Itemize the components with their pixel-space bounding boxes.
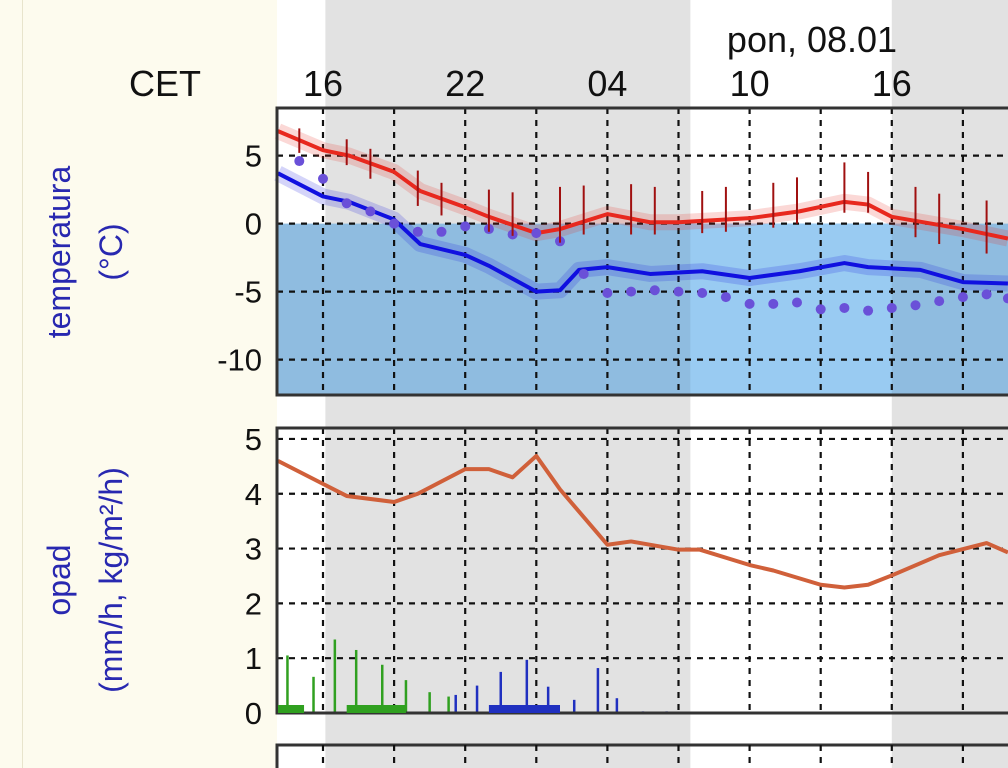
left-border <box>22 0 23 768</box>
dew-point-dot <box>957 292 968 303</box>
y-tick-label: 3 <box>245 532 262 567</box>
dew-point-dot <box>649 285 660 296</box>
dew-point-dot <box>389 218 400 229</box>
dew-point-dot <box>318 173 328 184</box>
precipitation-panel: 5 4 3 2 1 0 <box>245 422 1008 731</box>
y-tick-label: 2 <box>245 586 262 621</box>
below-zero-fill <box>277 223 1008 395</box>
line-line <box>277 453 1008 590</box>
x-tick-label: 16 <box>872 63 912 104</box>
dew-point-dot <box>436 226 447 237</box>
precipitation-axis-title: opad <box>41 544 77 615</box>
precipitation-base-fill <box>488 705 560 713</box>
dew-point-dot <box>768 298 779 309</box>
y-tick-label: 0 <box>245 207 262 242</box>
dew-point-dot <box>578 268 589 279</box>
below-zero-fill-day <box>690 223 892 395</box>
panel-frame <box>275 426 1008 715</box>
timezone-label: CET <box>129 63 201 104</box>
dew-point-dot <box>673 286 684 297</box>
dew-point-dot <box>412 226 423 237</box>
dew-point-dot <box>697 287 708 298</box>
dew-point-dot <box>934 296 945 307</box>
temperature-panel: 5 0 -5 -10 <box>217 106 1008 397</box>
dew-point-dot <box>1002 293 1008 304</box>
y-tick-label: 5 <box>245 422 262 457</box>
y-tick-label: -10 <box>217 343 262 378</box>
y-tick-label: 0 <box>245 696 262 731</box>
dew-point-dot <box>365 206 376 217</box>
temperature-axis-title: temperatura <box>41 166 77 339</box>
y-tick-label: -5 <box>234 275 262 310</box>
temperature-axis-unit: (°C) <box>93 223 129 280</box>
panel-frame <box>275 106 1008 397</box>
dew-point-dot <box>792 297 802 308</box>
dew-point-dot <box>602 287 613 298</box>
dew-point-dot <box>815 304 826 315</box>
panel-frame <box>275 743 1008 768</box>
third-panel <box>275 743 1008 768</box>
precipitation-axis-unit: (mm/h, kg/m²/h) <box>93 467 129 693</box>
dew-point-dot <box>839 302 850 313</box>
dew-point-dot <box>886 302 897 313</box>
y-tick-label: 5 <box>245 139 262 174</box>
dew-point-dot <box>910 300 921 311</box>
precipitation-base-fill <box>277 705 305 713</box>
dew-point-dot <box>720 292 731 303</box>
dew-point-dot <box>863 305 874 316</box>
x-tick-label: 10 <box>730 63 770 104</box>
dew-point-dot <box>626 286 637 297</box>
dew-point-dot <box>981 289 992 300</box>
x-tick-label: 04 <box>587 63 627 104</box>
dew-point-dot <box>341 198 352 209</box>
date-label: pon, 08.01 <box>727 19 897 60</box>
x-tick-label: 22 <box>445 63 485 104</box>
y-tick-label: 1 <box>245 641 262 676</box>
dew-point-dot <box>294 156 305 167</box>
precipitation-base-fill <box>346 705 406 713</box>
x-tick-label: 16 <box>303 63 343 104</box>
x-tick-labels: 162204101622 <box>303 63 912 104</box>
y-tick-label: 4 <box>245 477 262 512</box>
dew-point-dot <box>531 228 542 239</box>
dew-point-dot <box>744 298 755 309</box>
dew-point-dot <box>460 221 471 232</box>
